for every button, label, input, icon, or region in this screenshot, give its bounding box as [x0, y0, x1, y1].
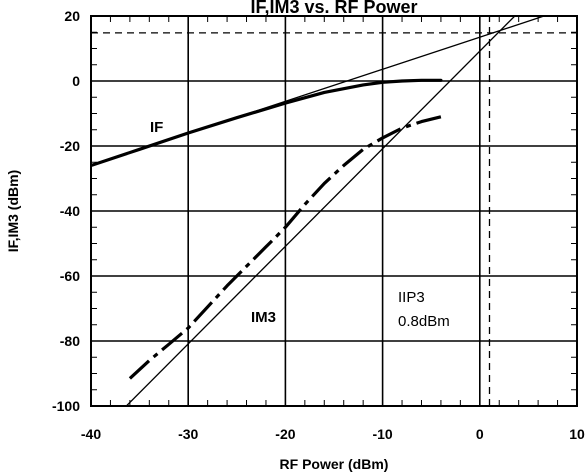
im3-curve: [128, 115, 442, 380]
im3-series-label: IM3: [251, 309, 276, 326]
y-tick-label: -100: [52, 398, 80, 414]
x-tick-label: -40: [81, 426, 101, 442]
x-tick-labels: -40 -30 -20 -10 0 10: [81, 426, 585, 442]
if-series-label: IF: [150, 119, 163, 136]
y-axis-label: IF,IM3 (dBm): [5, 170, 21, 252]
x-axis-label: RF Power (dBm): [280, 456, 389, 472]
iip3-value: 0.8dBm: [398, 313, 450, 330]
x-tick-label: -20: [275, 426, 295, 442]
x-tick-label: -10: [372, 426, 392, 442]
y-tick-label: -40: [60, 203, 80, 219]
y-tick-label: -60: [60, 268, 80, 284]
if-curve: [91, 78, 443, 168]
plot-frame: [90, 15, 578, 407]
y-tick-labels: -100 -80 -60 -40 -20 0 20: [52, 8, 80, 414]
x-tick-label: -30: [178, 426, 198, 442]
y-tick-label: 20: [64, 8, 80, 24]
minor-ticks: [91, 16, 577, 406]
iip3-label: IIP3: [398, 289, 425, 306]
y-tick-label: -20: [60, 138, 80, 154]
x-tick-label: 0: [476, 426, 484, 442]
data-series: [91, 78, 443, 380]
y-tick-label: -80: [60, 333, 80, 349]
chart-title: IF,IM3 vs. RF Power: [250, 0, 417, 17]
extrapolation-line: [125, 16, 516, 406]
x-tick-label: 10: [569, 426, 585, 442]
y-tick-label: 0: [72, 73, 80, 89]
